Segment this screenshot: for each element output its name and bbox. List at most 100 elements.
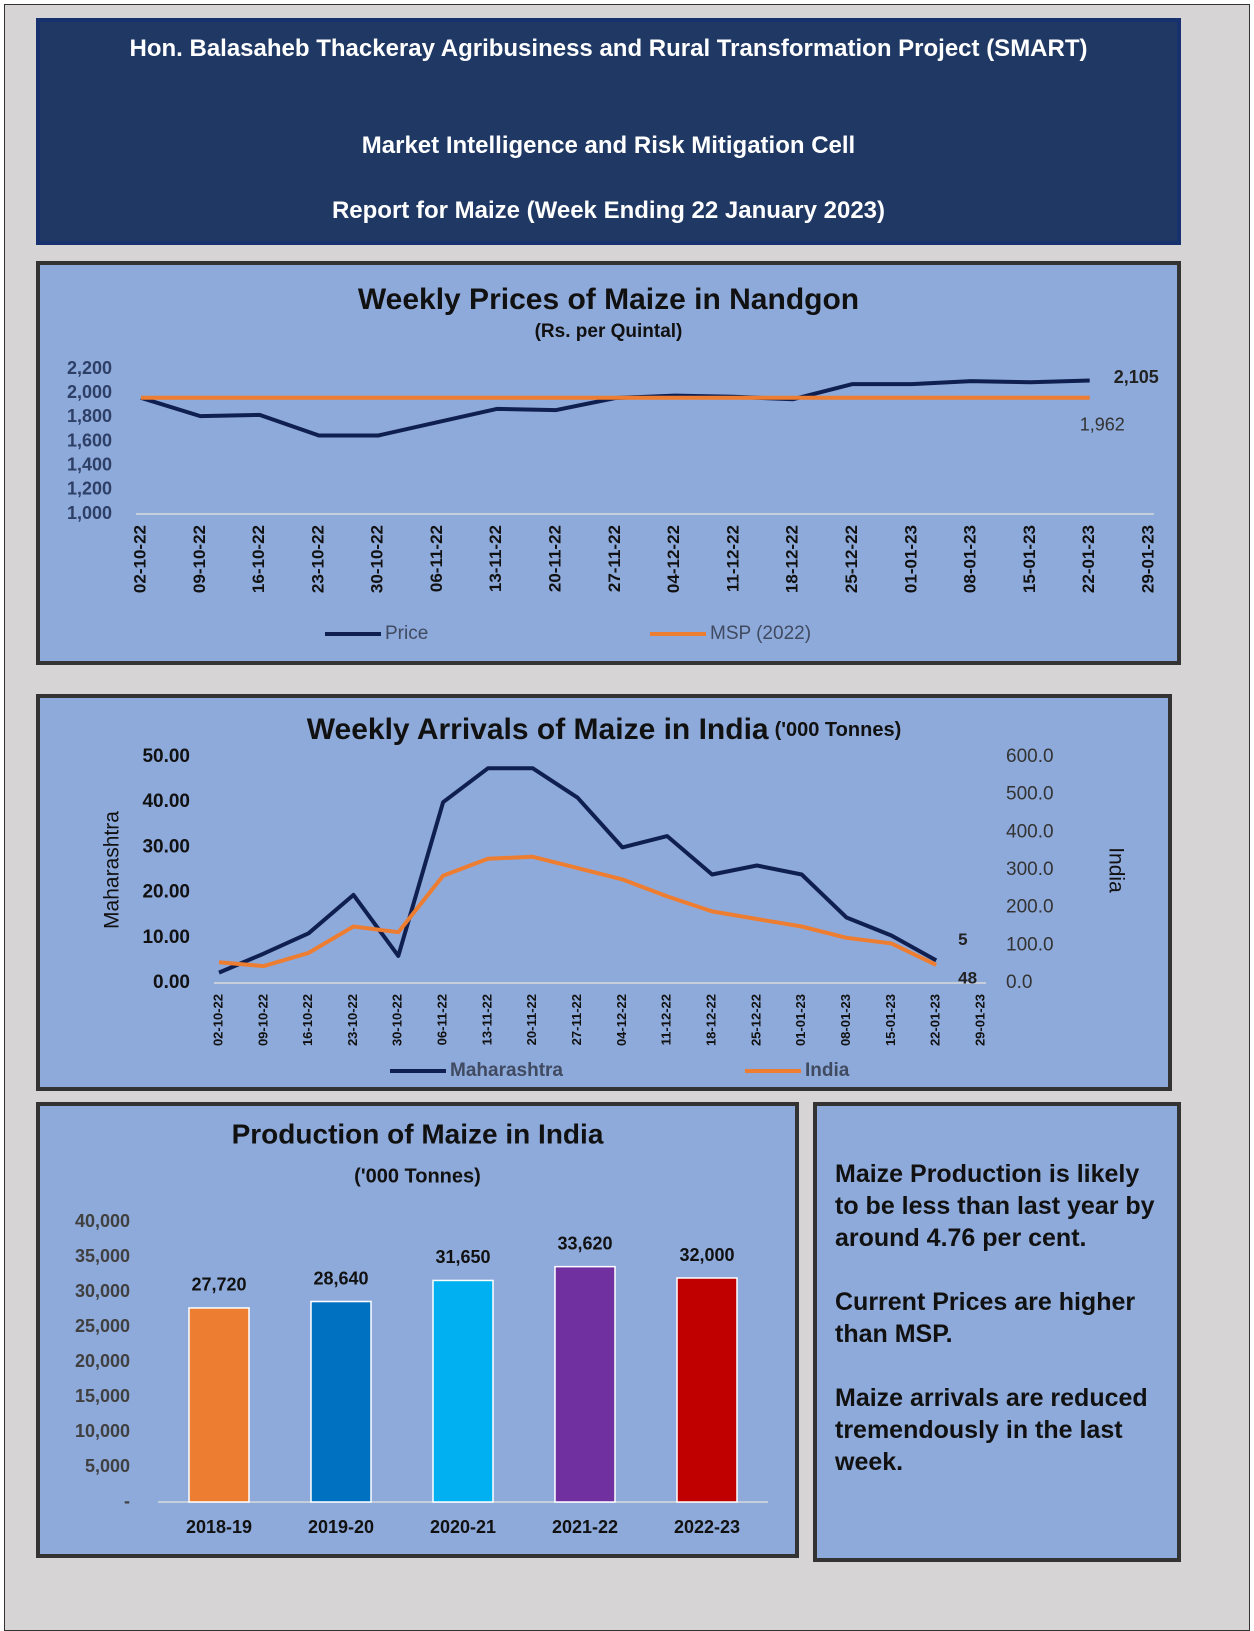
x-tick-label: 30-10-22 (368, 525, 387, 593)
data-label: 31,650 (435, 1247, 490, 1267)
y2-tick-label: 300.0 (1006, 859, 1054, 880)
x-tick-label: 29-01-23 (972, 994, 987, 1046)
y2-tick-label: 400.0 (1006, 821, 1054, 842)
x-tick-label: 2018-19 (186, 1517, 252, 1537)
data-label: 5 (958, 930, 967, 949)
y-tick-label: 20,000 (75, 1351, 130, 1371)
data-label: 1,962 (1080, 415, 1125, 435)
x-tick-label: 11-12-22 (723, 525, 742, 592)
production-panel: Production of Maize in India ('000 Tonnes… (36, 1102, 799, 1558)
y2-tick-label: 0.0 (1006, 972, 1032, 993)
x-tick-label: 2019-20 (308, 1517, 374, 1537)
y-tick-label: 40.00 (142, 791, 190, 812)
y-tick-label: 10.00 (142, 927, 190, 948)
x-tick-label: 13-11-22 (486, 525, 505, 592)
x-tick-label: 23-10-22 (308, 525, 327, 593)
y-tick-label: 50.00 (142, 746, 190, 767)
x-tick-label: 25-12-22 (748, 994, 763, 1046)
legend-label: MSP (2022) (710, 623, 811, 644)
legend-label: Maharashtra (450, 1060, 563, 1081)
x-tick-label: 18-12-22 (783, 525, 802, 593)
chart-title-unit: ('000 Tonnes) (775, 719, 902, 741)
data-label: 28,640 (313, 1268, 368, 1288)
y-tick-label: 2,200 (67, 358, 112, 378)
x-tick-label: 15-01-23 (1020, 525, 1039, 593)
note-text: Maize Production is likely to be less th… (835, 1160, 1155, 1252)
x-tick-label: 08-01-23 (961, 525, 980, 593)
y-tick-label: 40,000 (75, 1211, 130, 1231)
y2-tick-label: 100.0 (1006, 934, 1054, 955)
x-tick-label: 22-01-23 (1079, 525, 1098, 593)
x-tick-label: 06-11-22 (435, 994, 450, 1045)
x-tick-label: 23-10-22 (345, 994, 360, 1046)
x-tick-label: 04-12-22 (664, 525, 683, 593)
y-tick-label: 1,000 (67, 503, 112, 523)
x-tick-label: 16-10-22 (249, 525, 268, 593)
x-tick-label: 2022-23 (674, 1517, 740, 1537)
x-tick-label: 27-11-22 (569, 994, 584, 1045)
y-tick-label: 15,000 (75, 1386, 130, 1406)
series-line (218, 766, 938, 975)
x-tick-label: 29-01-23 (1138, 525, 1157, 593)
x-tick-label: 08-01-23 (838, 994, 853, 1046)
price-panel: Weekly Prices of Maize in Nandgon (Rs. pe… (36, 261, 1181, 665)
y2-tick-label: 600.0 (1006, 746, 1054, 767)
chart-subtitle: (Rs. per Quintal) (535, 321, 683, 342)
y-tick-label: 30,000 (75, 1281, 130, 1301)
cell-name: Market Intelligence and Risk Mitigation … (361, 132, 856, 159)
x-tick-label: 01-01-23 (793, 994, 808, 1046)
y-tick-label: 1,400 (67, 454, 112, 474)
x-tick-label: 22-01-23 (928, 994, 943, 1046)
chart-title: Weekly Arrivals of Maize in India ('000 T… (307, 713, 901, 746)
x-tick-label: 2020-21 (430, 1517, 496, 1537)
x-tick-label: 02-10-22 (130, 525, 149, 593)
y2-tick-label: 500.0 (1006, 784, 1054, 805)
note-text: Maize arrivals are reduced tremendously … (835, 1384, 1148, 1476)
y-tick-label: 35,000 (75, 1246, 130, 1266)
data-label: 27,720 (191, 1275, 246, 1295)
y-axis-label: Maharashtra (101, 811, 124, 929)
x-tick-label: 30-10-22 (390, 994, 405, 1046)
project-title: Hon. Balasaheb Thackeray Agribusiness an… (129, 35, 1088, 62)
y-tick-label: 2,000 (67, 382, 112, 402)
x-tick-label: 2021-22 (552, 1517, 618, 1537)
header: Hon. Balasaheb Thackeray Agribusiness an… (36, 18, 1181, 245)
x-tick-label: 27-11-22 (605, 525, 624, 592)
chart: Weekly Arrivals of Maize in India ('000 T… (101, 713, 1128, 1081)
page: Hon. Balasaheb Thackeray Agribusiness an… (4, 4, 1250, 1631)
y-tick-label: - (124, 1491, 130, 1511)
y-tick-label: 25,000 (75, 1316, 130, 1336)
bar (554, 1265, 616, 1503)
x-tick-label: 04-12-22 (614, 994, 629, 1046)
chart: Weekly Prices of Maize in Nandgon (Rs. pe… (67, 283, 1159, 644)
legend-label: Price (385, 623, 428, 644)
chart-title: Production of Maize in India (232, 1118, 604, 1149)
y-tick-label: 1,200 (67, 479, 112, 499)
arrivals-panel: Weekly Arrivals of Maize in India ('000 T… (36, 694, 1172, 1091)
y-tick-label: 1,600 (67, 430, 112, 450)
bar (676, 1277, 738, 1503)
y-tick-label: 10,000 (75, 1421, 130, 1441)
legend-label: India (805, 1060, 850, 1081)
data-label: 32,000 (679, 1245, 734, 1265)
report-title: Report for Maize (Week Ending 22 January… (331, 197, 886, 224)
x-tick-label: 09-10-22 (255, 994, 270, 1046)
chart-title-text: Weekly Arrivals of Maize in India (307, 713, 769, 746)
y-tick-label: 1,800 (67, 406, 112, 426)
bar (432, 1279, 494, 1503)
bar (310, 1300, 372, 1503)
y-tick-label: 5,000 (85, 1456, 130, 1476)
x-tick-label: 11-12-22 (659, 994, 674, 1045)
chart: Production of Maize in India ('000 Tonnes… (75, 1118, 768, 1537)
series-line (218, 854, 938, 969)
x-tick-label: 01-01-23 (901, 525, 920, 593)
data-label: 2,105 (1114, 367, 1159, 387)
y-tick-label: 30.00 (142, 836, 190, 857)
data-label: 33,620 (557, 1233, 612, 1253)
x-tick-label: 18-12-22 (703, 994, 718, 1046)
x-tick-label: 02-10-22 (210, 994, 225, 1046)
y-tick-label: 20.00 (142, 882, 190, 903)
chart-title: Weekly Prices of Maize in Nandgon (358, 283, 859, 316)
x-tick-label: 16-10-22 (300, 994, 315, 1046)
y2-tick-label: 200.0 (1006, 897, 1054, 918)
